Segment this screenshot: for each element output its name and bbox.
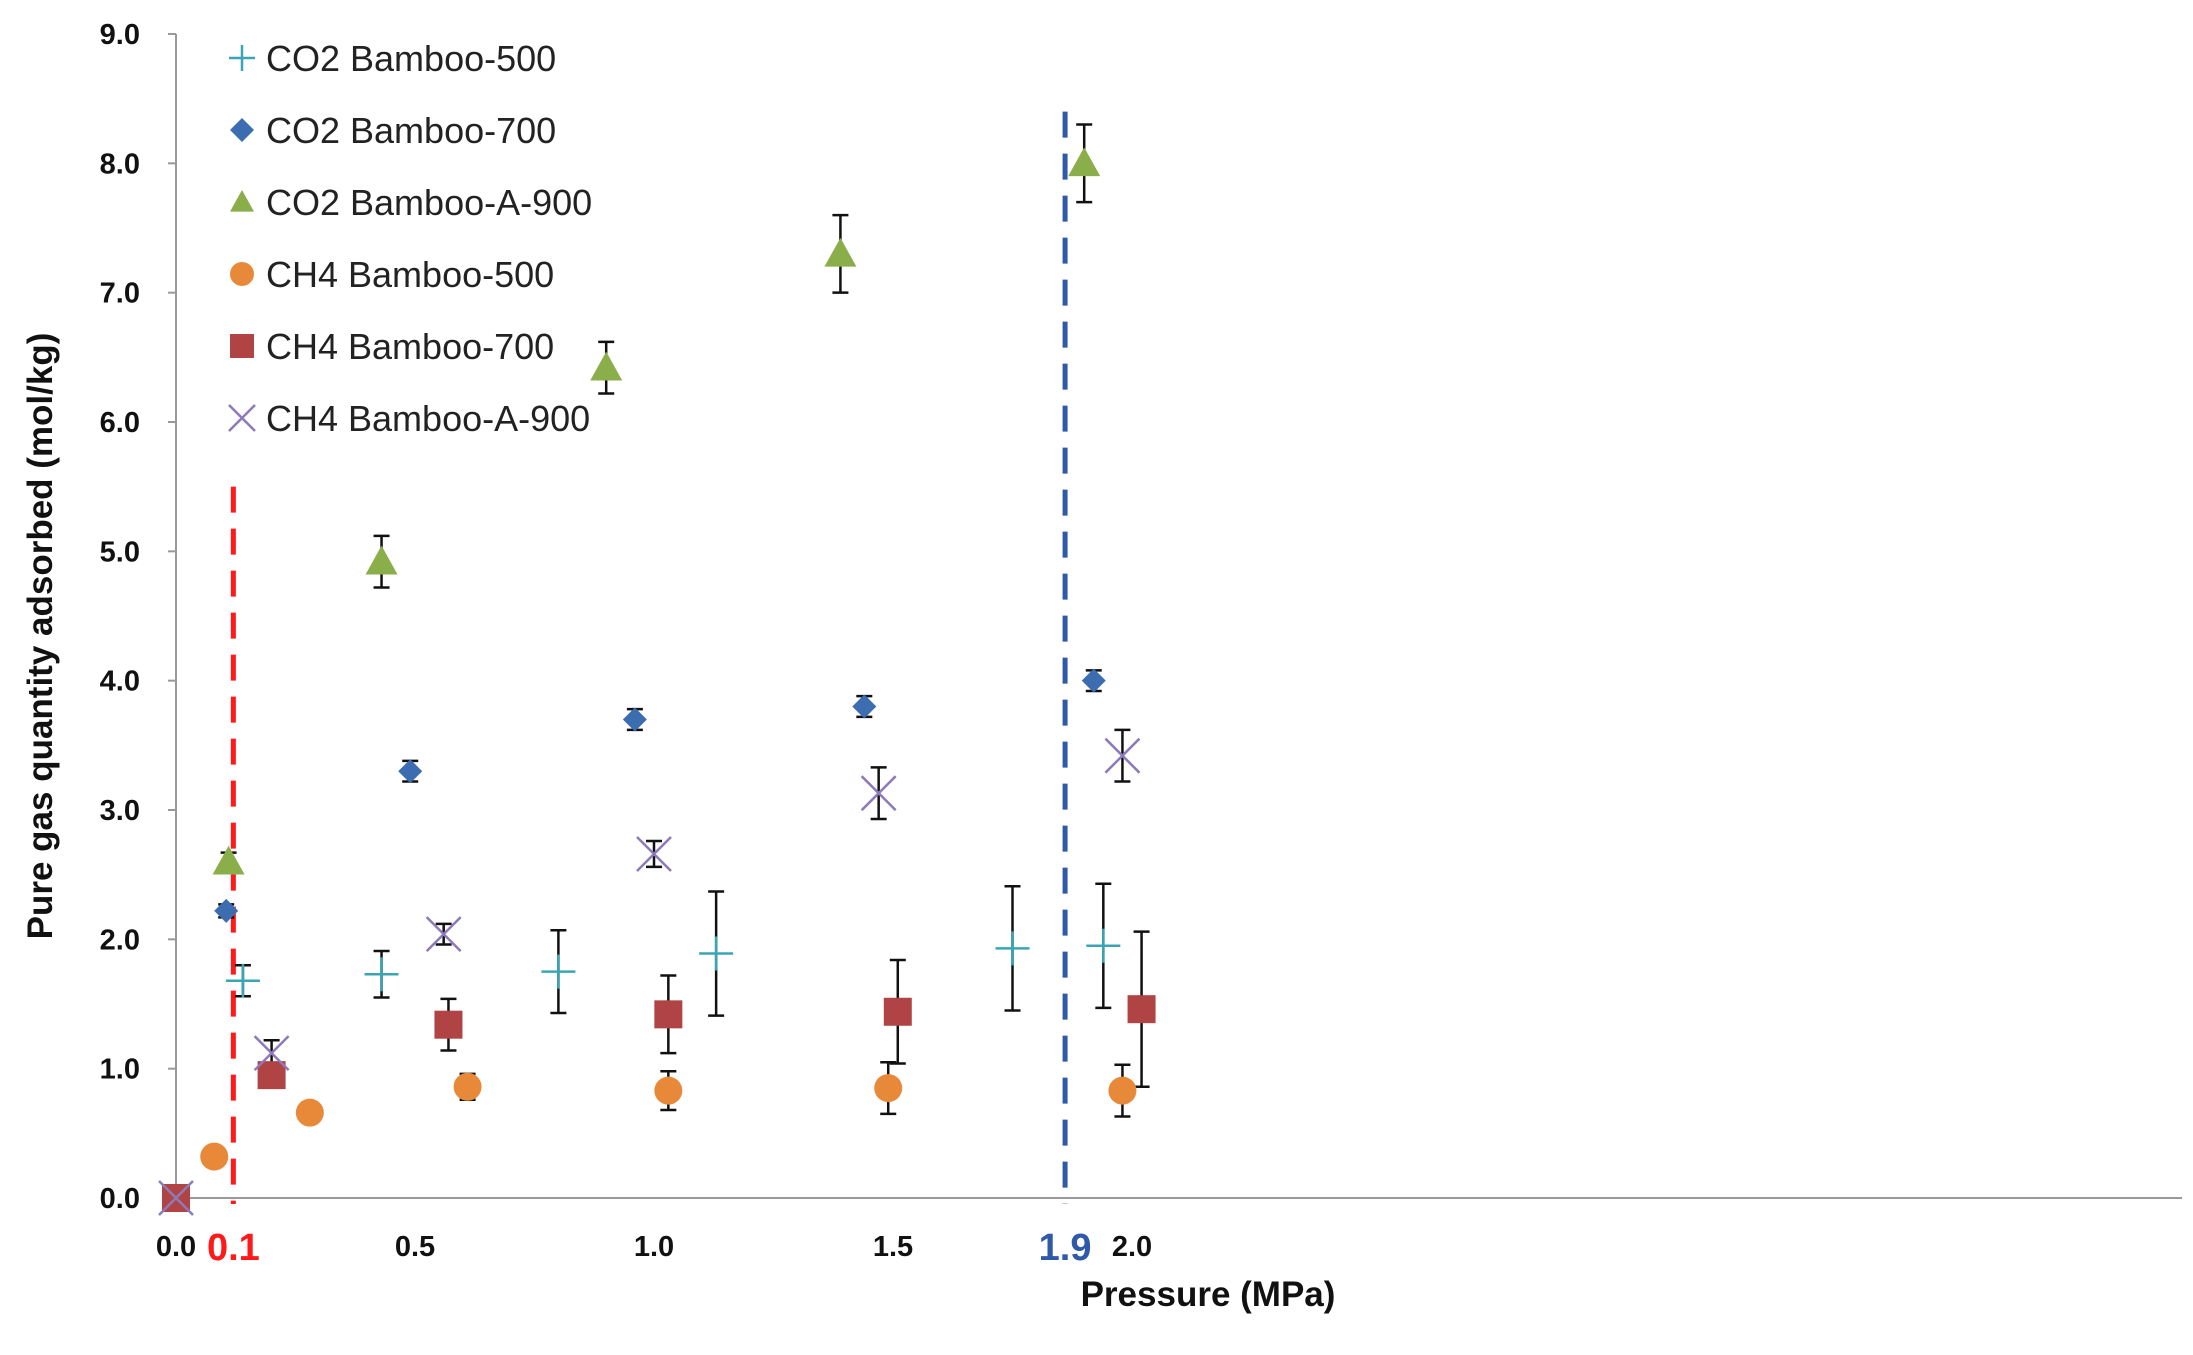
data-point-ch4-bamboo-500	[200, 1142, 229, 1171]
y-tick-label: 5.0	[100, 536, 140, 568]
y-tick-label: 6.0	[100, 407, 140, 439]
data-point-ch4-bamboo-700	[1127, 995, 1156, 1024]
data-point-ch4-bamboo-500	[654, 1076, 683, 1105]
y-tick-label: 9.0	[100, 19, 140, 51]
y-tick-label: 1.0	[100, 1054, 140, 1086]
legend-marker-co2-bamboo-a-900	[230, 190, 254, 212]
x-tick-label: 0.0	[156, 1231, 196, 1263]
reference-line-label: 1.9	[1039, 1227, 1092, 1269]
legend-label: CO2 Bamboo-700	[266, 110, 556, 151]
legend-label: CH4 Bamboo-700	[266, 326, 554, 367]
data-point-ch4-bamboo-500	[295, 1098, 324, 1127]
y-tick-label: 3.0	[100, 795, 140, 827]
axes-group: 0.0 1.0 2.0 3.0 4.0 5.0 6.0 7.0 8.0 9.0 0.0 0.5 1.0 1…	[21, 19, 2182, 1314]
data-point-ch4-bamboo-500	[874, 1074, 903, 1103]
data-point-ch4-bamboo-700	[257, 1061, 286, 1090]
reference-lines-group: 0.1 1.9	[207, 111, 1092, 1269]
data-point-ch4-bamboo-a-900	[860, 775, 897, 812]
data-point-co2-bamboo-500	[541, 954, 576, 989]
legend-marker-co2-bamboo-500	[229, 45, 255, 71]
x-tick-label: 0.5	[395, 1231, 435, 1263]
legend-label: CO2 Bamboo-500	[266, 38, 556, 79]
legend-label: CO2 Bamboo-A-900	[266, 182, 592, 223]
x-tick-label: 1.0	[634, 1231, 674, 1263]
data-point-ch4-bamboo-700	[434, 1010, 463, 1039]
data-point-co2-bamboo-700	[852, 694, 877, 719]
data-point-ch4-bamboo-a-900	[1104, 737, 1141, 774]
data-point-co2-bamboo-700	[622, 707, 647, 732]
data-point-ch4-bamboo-a-900	[636, 836, 672, 872]
data-point-co2-bamboo-500	[699, 936, 734, 971]
x-tick-label: 1.5	[873, 1231, 913, 1263]
data-point-co2-bamboo-a-900	[824, 237, 857, 267]
legend-marker-co2-bamboo-700	[230, 118, 254, 142]
data-point-ch4-bamboo-700	[654, 1000, 683, 1029]
legend: CO2 Bamboo-500 CO2 Bamboo-700 CO2 Bamboo-A…	[228, 38, 592, 439]
data-point-ch4-bamboo-a-900	[158, 1180, 194, 1216]
data-point-ch4-bamboo-a-900	[425, 916, 462, 953]
data-point-co2-bamboo-500	[225, 963, 260, 998]
data-point-co2-bamboo-a-900	[590, 351, 623, 381]
data-point-ch4-bamboo-500	[1108, 1076, 1137, 1105]
data-point-co2-bamboo-700	[1081, 668, 1106, 693]
x-tick-label: 2.0	[1112, 1231, 1152, 1263]
reference-line-label: 0.1	[207, 1227, 260, 1269]
y-tick-label: 2.0	[100, 924, 140, 956]
x-axis-title: Pressure (MPa)	[1081, 1275, 1336, 1314]
legend-marker-ch4-bamboo-500	[230, 262, 254, 286]
legend-marker-ch4-bamboo-700	[230, 334, 254, 358]
legend-marker-ch4-bamboo-a-900	[228, 404, 256, 432]
legend-label: CH4 Bamboo-500	[266, 254, 554, 295]
data-point-co2-bamboo-700	[214, 898, 239, 923]
y-tick-label: 8.0	[100, 148, 140, 180]
data-point-co2-bamboo-500	[1086, 928, 1121, 963]
data-point-co2-bamboo-a-900	[1068, 147, 1101, 177]
y-tick-label: 4.0	[100, 666, 140, 698]
data-point-co2-bamboo-a-900	[212, 845, 245, 875]
data-point-ch4-bamboo-500	[453, 1072, 482, 1101]
data-point-ch4-bamboo-a-900	[253, 1035, 290, 1072]
y-axis-title: Pure gas quantity adsorbed (mol/kg)	[21, 333, 60, 940]
legend-label: CH4 Bamboo-A-900	[266, 398, 590, 439]
data-point-co2-bamboo-500	[995, 931, 1030, 966]
data-point-co2-bamboo-a-900	[365, 545, 398, 575]
data-points-group	[158, 147, 1156, 1216]
data-point-ch4-bamboo-700	[883, 997, 912, 1026]
y-tick-label: 0.0	[100, 1183, 140, 1215]
y-tick-label: 7.0	[100, 278, 140, 310]
data-point-co2-bamboo-700	[398, 759, 423, 784]
data-point-co2-bamboo-500	[364, 957, 399, 992]
